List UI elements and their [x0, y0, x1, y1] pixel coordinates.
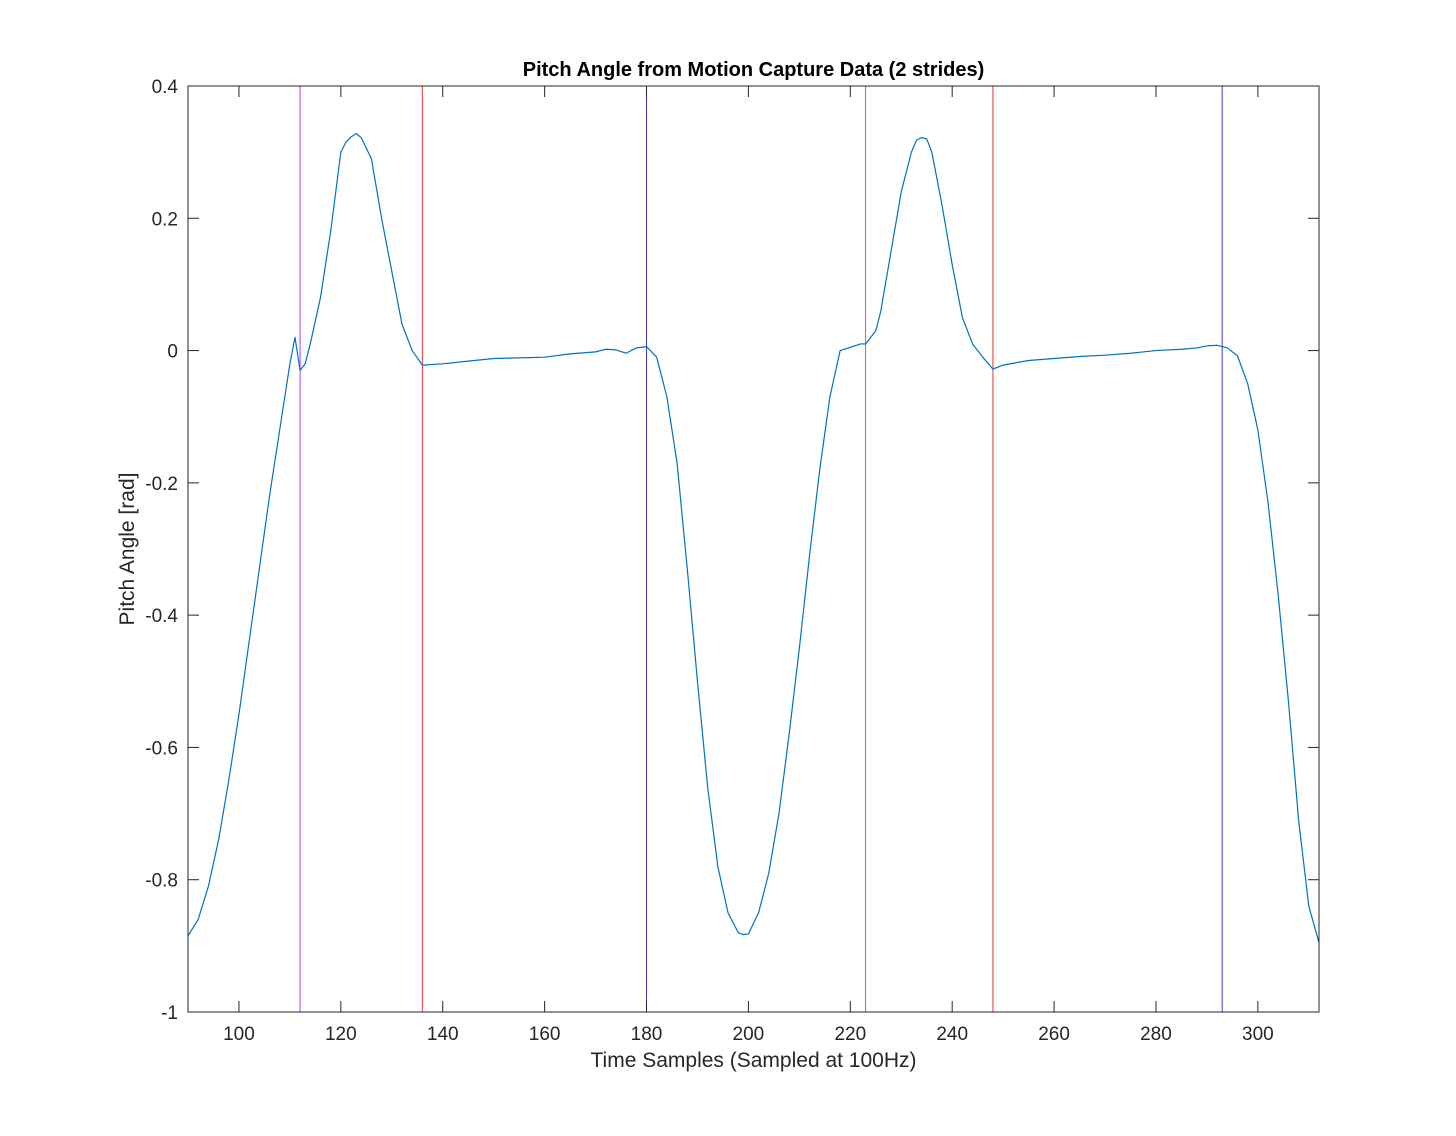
x-axis-label: Time Samples (Sampled at 100Hz): [590, 1049, 916, 1072]
plot-area: [188, 86, 1319, 1012]
x-tick-label-1: 120: [325, 1024, 357, 1045]
tick-marks: [188, 85, 1319, 1013]
x-tick-label-7: 240: [936, 1024, 968, 1045]
y-tick-label-0: -1: [161, 1003, 178, 1024]
y-tick-label-1: -0.8: [145, 871, 178, 892]
y-tick-label-2: -0.6: [145, 738, 178, 759]
x-tick-label-8: 260: [1038, 1024, 1070, 1045]
event-markers: [299, 86, 1223, 1012]
x-tick-label-0: 100: [223, 1024, 255, 1045]
y-tick-label-5: 0: [167, 342, 178, 363]
x-tick-label-5: 200: [733, 1024, 765, 1045]
chart-title: Pitch Angle from Motion Capture Data (2 …: [523, 59, 985, 81]
y-tick-label-6: 0.2: [152, 209, 178, 230]
series-group: [188, 133, 1319, 943]
x-tick-label-4: 180: [631, 1024, 663, 1045]
y-tick-label-4: -0.2: [145, 474, 178, 495]
y-tick-label-3: -0.4: [145, 606, 178, 627]
x-tick-label-2: 140: [427, 1024, 459, 1045]
x-tick-label-9: 280: [1140, 1024, 1172, 1045]
x-tick-label-6: 220: [834, 1024, 866, 1045]
x-tick-labels: 100 120 140 160 180 200 220 240 260 280 300: [223, 1024, 1274, 1045]
axes-box: [187, 85, 1320, 1013]
y-axis-label: Pitch Angle [rad]: [116, 473, 139, 626]
series-line-0: [188, 133, 1319, 943]
y-tick-label-7: 0.4: [152, 77, 179, 98]
x-tick-label-3: 160: [529, 1024, 561, 1045]
y-tick-labels: -1 -0.8 -0.6 -0.4 -0.2 0 0.2 0.4: [145, 77, 178, 1024]
x-tick-label-10: 300: [1242, 1024, 1274, 1045]
